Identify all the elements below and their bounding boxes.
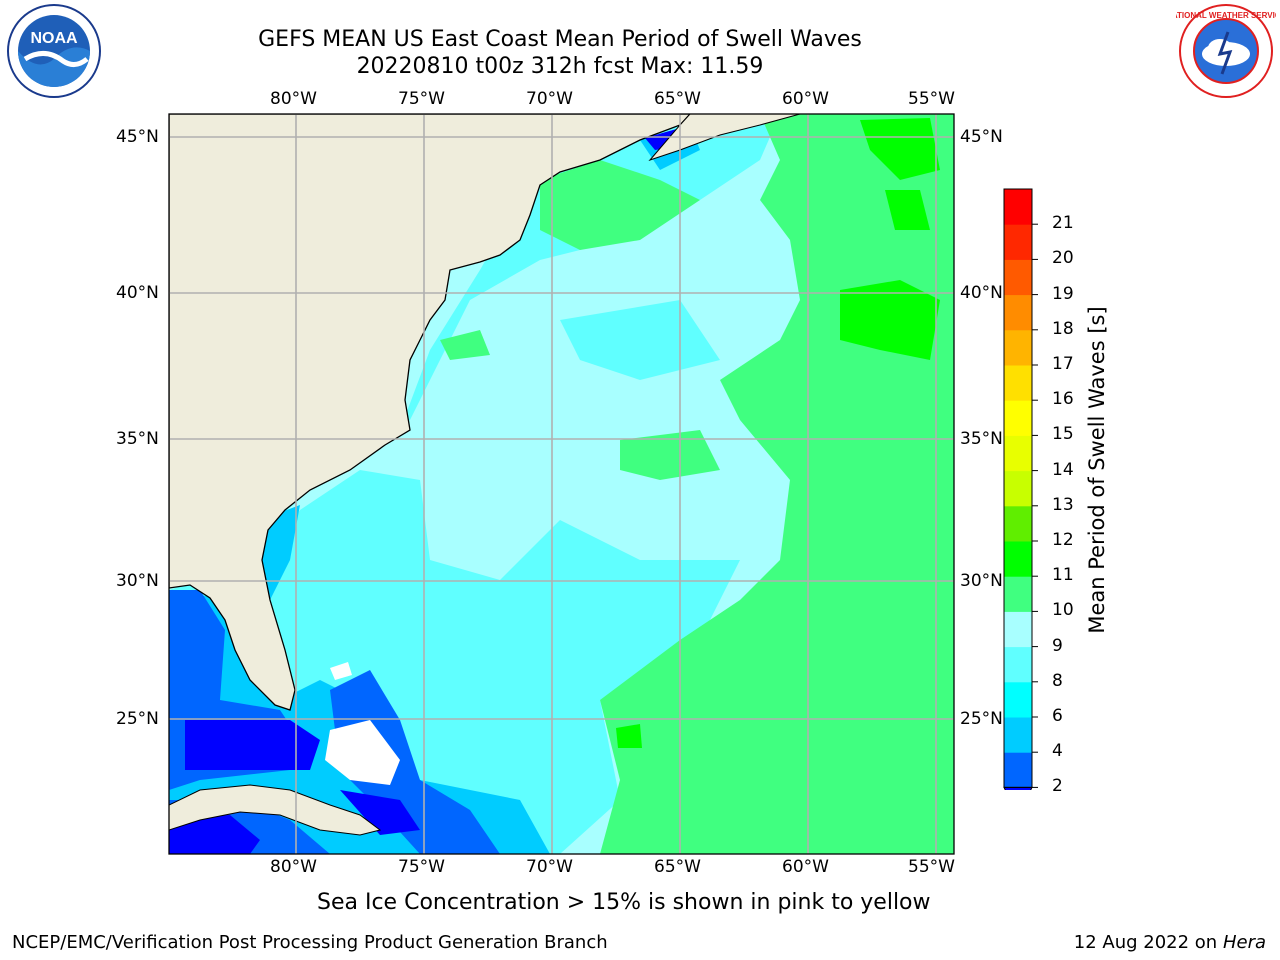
lon-label-top: 65°W [654,89,701,109]
colorbar-bin [1004,400,1032,436]
land-us-east-coast [169,114,691,711]
chart-title: GEFS MEAN US East Coast Mean Period of S… [258,27,862,52]
colorbar-bin [1004,189,1032,225]
colorbar-tick-label: 18 [1052,318,1074,339]
colorbar-bin [1004,611,1032,648]
land-cuba [169,784,382,836]
footer-date: 12 Aug 2022 on Hera [1074,932,1266,953]
colorbar-tick-label: 6 [1052,706,1063,726]
colorbar-tick-label: 12 [1052,530,1074,550]
footer-producer: NCEP/EMC/Verification Post Processing Pr… [12,932,608,953]
colorbar-tick-label: 19 [1052,283,1074,304]
lon-label-bottom: 60°W [782,857,829,877]
nws-logo-text: NATIONAL WEATHER SERVICE [1176,11,1276,20]
colorbar-bin [1004,681,1032,718]
colorbar-bin [1004,329,1032,366]
colorbar-bin [1004,576,1032,612]
lat-label-left: 45°N [116,127,159,147]
lon-label-bottom: 70°W [526,857,573,877]
colorbar-bin [1004,646,1032,683]
map-frame [168,113,955,855]
chart-subtitle: 20220810 t00z 312h fcst Max: 11.59 [356,54,764,79]
lon-label-top: 80°W [270,89,317,109]
noaa-logo-text: NOAA [30,30,78,47]
noaa-logo: NOAA [7,4,101,98]
colorbar-bin [1004,435,1032,472]
lon-label-top: 55°W [908,89,955,109]
lat-label-right: 35°N [960,429,1003,449]
colorbar-tick-label: 13 [1052,494,1074,515]
colorbar-tick-label: 10 [1052,600,1074,621]
colorbar-bin [1004,294,1032,331]
colorbar-bin [1004,470,1032,507]
colorbar-tick-label: 11 [1052,565,1074,586]
colorbar [1003,188,1038,790]
colorbar-title: Mean Period of Swell Waves [s] [1085,306,1109,634]
colorbar-bin [1004,541,1032,577]
graticule [169,114,954,854]
lon-label-bottom: 80°W [270,857,317,877]
footer-date-text: 12 Aug 2022 on [1073,932,1218,953]
colorbar-bin [1004,752,1032,788]
lat-label-left: 35°N [116,429,159,449]
colorbar-frame [1003,188,1033,788]
lon-label-top: 70°W [526,89,573,109]
lat-label-left: 25°N [116,709,159,729]
sea-ice-note: Sea Ice Concentration > 15% is shown in … [317,890,931,915]
colorbar-bin [1004,365,1032,401]
lon-label-bottom: 75°W [398,857,445,877]
lat-label-right: 40°N [960,283,1003,303]
colorbar-tick-label: 17 [1052,354,1074,374]
lat-label-right: 45°N [960,127,1003,147]
lon-label-top: 75°W [398,89,445,109]
region-9-10-north [540,160,700,250]
colorbar-tick-label: 9 [1052,635,1063,656]
lat-label-right: 25°N [960,709,1003,729]
colorbar-bin [1004,224,1032,260]
lon-label-bottom: 55°W [908,857,955,877]
region-4-6 [260,505,300,600]
land-canada [648,114,801,162]
colorbar-tick-label: 15 [1052,424,1074,445]
colorbar-tick-label: 14 [1052,459,1074,480]
colorbar-tick-label: 21 [1052,213,1074,234]
colorbar-tick-label: 20 [1052,248,1074,269]
footer-host: Hera [1222,932,1266,953]
lat-label-left: 40°N [116,283,159,303]
colorbar-tick-label: 8 [1052,670,1063,691]
colorbar-tick-label: 4 [1052,741,1063,762]
colorbar-bin [1004,259,1032,296]
region-10-11 [840,280,940,360]
lat-label-right: 30°N [960,571,1003,591]
colorbar-tick-label: 2 [1052,776,1063,797]
lon-label-top: 60°W [782,89,829,109]
colorbar-bin [1004,505,1032,542]
colorbar-tick-label: 16 [1052,389,1074,410]
lat-label-left: 30°N [116,571,159,591]
nws-logo: NATIONAL WEATHER SERVICE [1176,4,1276,98]
region-below-2 [185,720,320,770]
lon-label-bottom: 65°W [654,857,701,877]
colorbar-bin [1004,717,1032,753]
